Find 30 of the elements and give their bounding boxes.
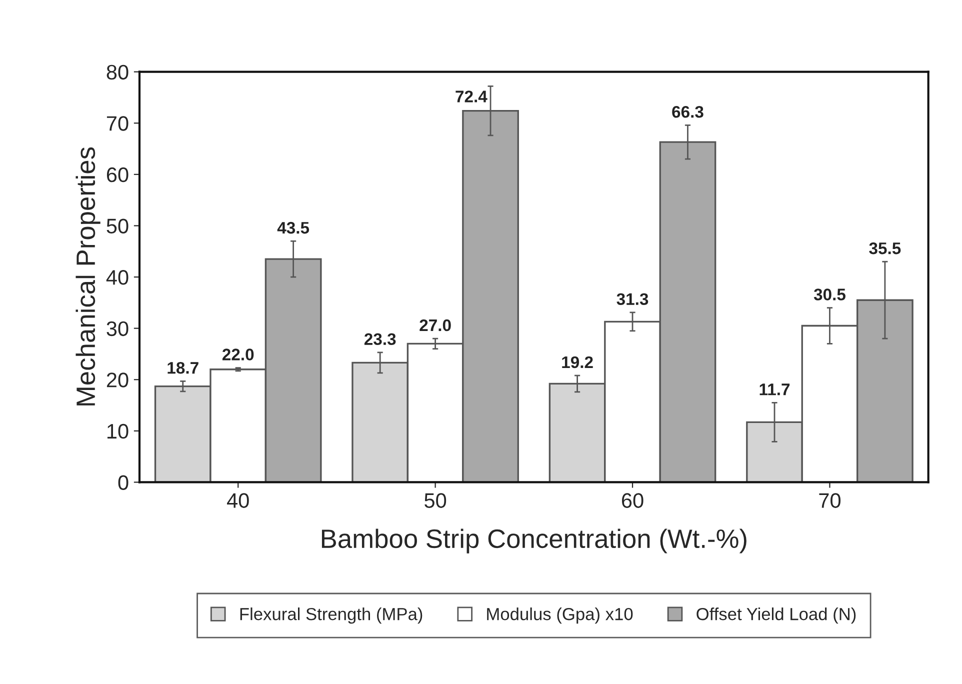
data-label: 43.5: [277, 222, 310, 234]
x-axis-title: Bamboo Strip Concentration (Wt.-%): [322, 528, 746, 554]
x-tick-label: 50: [424, 493, 446, 508]
y-tick-label: 70: [106, 116, 128, 131]
data-label: 22.0: [222, 348, 254, 360]
data-label: 30.5: [814, 288, 846, 300]
x-tick-label: 70: [819, 493, 840, 508]
y-tick-label: 50: [106, 218, 128, 234]
y-tick-label: 60: [106, 167, 128, 182]
legend-label: Flexural Strength (MPa): [240, 607, 422, 624]
x-tick-label: 60: [622, 493, 644, 508]
data-label: 66.3: [672, 106, 704, 118]
data-label: 18.7: [168, 362, 198, 374]
data-label: 11.7: [760, 384, 790, 396]
y-tick-label: 30: [106, 321, 128, 336]
legend-label: Offset Yield Load (N): [696, 607, 856, 624]
y-tick-label: 0: [118, 475, 128, 490]
y-tick-label: 10: [107, 424, 128, 439]
y-axis-title: Mechanical Properties: [76, 147, 100, 406]
data-label: 19.2: [562, 356, 593, 368]
legend-label: Modulus (Gpa) x10: [487, 607, 633, 624]
data-label: 35.5: [869, 242, 901, 254]
data-label: 27.0: [420, 319, 451, 332]
data-label: 31.3: [616, 293, 648, 306]
data-label: 23.3: [364, 333, 396, 346]
y-tick-label: 80: [106, 64, 128, 80]
data-label: 72.4: [456, 90, 488, 102]
y-tick-label: 40: [106, 270, 128, 285]
x-tick-label: 40: [226, 493, 249, 508]
y-tick-label: 20: [106, 372, 128, 388]
